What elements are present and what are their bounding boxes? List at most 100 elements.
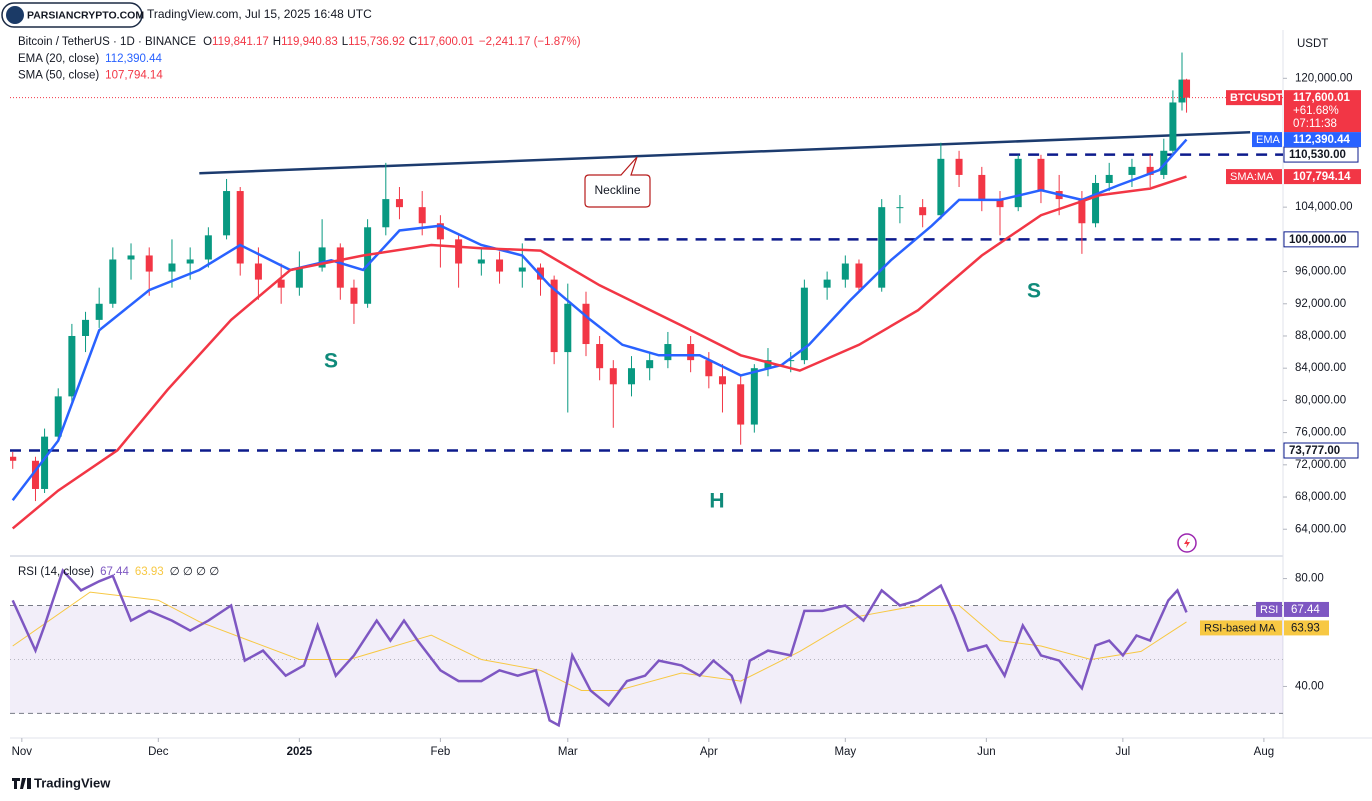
level-badge-text: 73,777.00	[1289, 445, 1340, 457]
candle-body	[336, 247, 344, 288]
candle-body	[596, 344, 604, 369]
candle-body	[395, 199, 403, 208]
candle-body	[550, 279, 558, 353]
candle-body	[855, 263, 863, 288]
legend-key: C	[409, 36, 417, 48]
level-badge-text: 100,000.00	[1289, 234, 1347, 246]
legend-value: 119,940.83	[281, 36, 338, 48]
candle-body	[919, 207, 927, 216]
y-tick-label: 88,000.00	[1295, 330, 1346, 342]
candle-body	[737, 384, 745, 425]
x-tick-label: Nov	[12, 746, 33, 758]
level-badge	[1283, 231, 1359, 248]
candle-body	[1105, 174, 1113, 183]
candle-body	[1078, 199, 1086, 224]
legend-line-value: 112,390.44	[105, 53, 162, 65]
x-tick-label: Jul	[1115, 746, 1130, 758]
candle-body	[1037, 158, 1045, 192]
symbol-badge	[1226, 90, 1282, 106]
candle-body	[896, 207, 904, 209]
candle-body	[996, 199, 1004, 208]
candle-body	[31, 460, 39, 489]
candle-body	[68, 335, 76, 397]
rsi-value-badge-text: 63.93	[1291, 622, 1320, 634]
y-tick-label: 68,000.00	[1295, 491, 1346, 503]
candle-body	[418, 207, 426, 224]
y-tick-label: 120,000.00	[1295, 72, 1353, 84]
x-tick-label: Mar	[558, 746, 578, 758]
rsi-line	[12, 591, 1187, 691]
y-tick-label: 72,000.00	[1295, 459, 1346, 471]
candle-body	[54, 396, 62, 437]
logo-badge	[1, 2, 143, 28]
candle-body	[646, 360, 654, 369]
candle-body	[186, 259, 194, 264]
candle-body	[1183, 79, 1191, 98]
y-tick-label: 84,000.00	[1295, 362, 1346, 374]
legend-key: L	[342, 36, 349, 48]
candle-body	[496, 259, 504, 272]
candle-body	[318, 247, 326, 268]
price-badge	[1284, 90, 1361, 133]
legend-line-name: EMA (20, close)	[18, 53, 99, 65]
candle-body	[937, 158, 945, 216]
pattern-label: S	[324, 350, 338, 373]
candle-body	[627, 368, 635, 385]
rsi-legend-value: 67.44	[100, 566, 129, 578]
rsi-tick-label: 40.00	[1295, 680, 1324, 692]
rsi-legend-extra: ∅ ∅ ∅ ∅	[170, 566, 220, 578]
candle-body	[95, 303, 103, 320]
candle-body	[41, 436, 49, 489]
ma-name-badge-text: EMA	[1256, 134, 1281, 146]
price-badge-text: 07:11:38	[1293, 118, 1337, 130]
candle-body	[1146, 166, 1154, 175]
candle-body	[1169, 102, 1177, 151]
price-badge-text: 117,600.01	[1293, 92, 1351, 104]
ma-line	[11, 175, 1187, 530]
y-tick-label: 104,000.00	[1295, 201, 1353, 213]
x-tick-label: Jun	[977, 746, 996, 758]
neckline-label: Neckline	[594, 183, 640, 197]
ma-name-badge	[1226, 169, 1282, 185]
rsi-line	[11, 568, 1188, 728]
y-tick-label: 96,000.00	[1295, 266, 1346, 278]
candle-body	[109, 259, 117, 304]
candle-body	[800, 287, 808, 361]
logo-text: PARSIANCRYPTO.COM	[27, 9, 144, 21]
ma-value-badge-text: 112,390.44	[1293, 134, 1351, 146]
rsi-tick-label: 80.00	[1295, 573, 1324, 585]
ma-line	[11, 138, 1188, 501]
candle-body	[978, 174, 986, 200]
candle-body	[1160, 150, 1168, 175]
candle-body	[1178, 79, 1186, 103]
neckline	[199, 131, 1251, 175]
x-tick-label: Aug	[1254, 746, 1274, 758]
candle-body	[687, 344, 695, 361]
x-tick-label: Apr	[700, 746, 718, 758]
y-tick-label: 64,000.00	[1295, 523, 1346, 535]
legend-title: Bitcoin / TetherUS · 1D · BINANCE	[18, 36, 196, 48]
pattern-label: H	[709, 490, 724, 513]
legend-main: Bitcoin / TetherUS · 1D · BINANCE O119,84…	[18, 36, 581, 48]
ma-name-badge-text: SMA:MA	[1230, 171, 1274, 183]
candle-body	[1014, 158, 1022, 208]
price-pane	[10, 52, 1283, 530]
ma-name-badge	[1252, 132, 1282, 148]
legend-value: 115,736.92	[348, 36, 405, 48]
x-tick-label: Feb	[430, 746, 450, 758]
icon-bolt	[1184, 538, 1190, 548]
rsi-legend: RSI (14, close) 67.44 63.93 ∅ ∅ ∅ ∅	[18, 566, 219, 578]
candle-body	[1092, 182, 1100, 224]
lightning-icon	[1177, 533, 1197, 553]
ma-value-badge-text: 107,794.14	[1293, 171, 1351, 183]
legend-line-value: 107,794.14	[105, 70, 163, 82]
candle-body	[564, 303, 572, 353]
candle-body	[518, 267, 526, 272]
candle-body	[878, 207, 886, 288]
legend-line: SMA (50, close) 107,794.14	[18, 70, 163, 82]
symbol-badge-text: BTCUSDT	[1230, 92, 1283, 104]
rsi-name-badge	[1256, 601, 1282, 617]
price-badge-text: +61.68%	[1293, 105, 1339, 117]
candle-body	[823, 279, 831, 288]
